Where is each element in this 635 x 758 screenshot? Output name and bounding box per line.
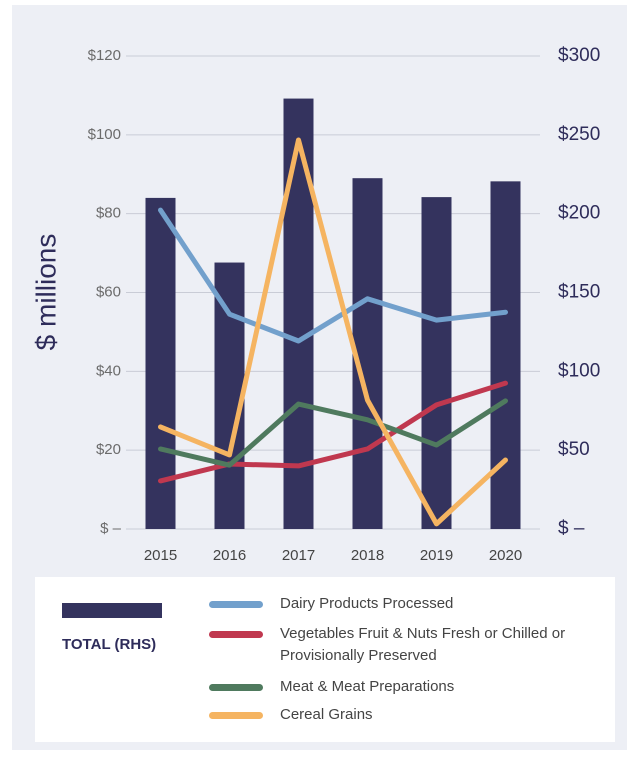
line [158, 207, 508, 344]
y2-tick-label: $200 [558, 203, 600, 224]
bar [214, 262, 245, 529]
x-tick-label: 2020 [489, 547, 522, 564]
legend-label: Cereal Grains [280, 706, 373, 723]
legend-swatch [62, 603, 162, 618]
y-tick-label: $ – [100, 520, 122, 537]
legend-label: Meat & Meat Preparations [280, 678, 455, 695]
y2-tick-label: $100 [558, 360, 600, 381]
x-tick-label: 2016 [213, 547, 246, 564]
x-tick-label: 2017 [282, 547, 315, 564]
y-tick-label: $60 [96, 283, 121, 300]
bar [421, 197, 452, 529]
x-tick-label: 2019 [420, 547, 453, 564]
x-tick-label: 2015 [144, 547, 177, 564]
y2-tick-label: $250 [558, 124, 600, 145]
legend: TOTAL (RHS) Dairy Products Processed Veget… [35, 577, 615, 742]
y2-tick-label: $300 [558, 45, 600, 66]
y2-tick-label: $ – [558, 518, 585, 539]
legend-label: Vegetables Fruit & Nuts Fresh or Chilled… [280, 625, 566, 664]
y-tick-label: $120 [88, 47, 121, 64]
y-tick-label: $100 [88, 126, 121, 143]
y-axis-label: $ millions [30, 234, 61, 351]
bar [490, 181, 521, 529]
y-tick-label: $80 [96, 205, 121, 222]
legend-swatch [209, 712, 263, 719]
line [158, 398, 508, 468]
legend-swatch [209, 601, 263, 608]
x-tick-label: 2018 [351, 547, 384, 564]
line [158, 137, 508, 527]
legend-label: Dairy Products Processed [280, 595, 454, 612]
line [158, 380, 508, 484]
bar [145, 197, 176, 529]
y2-tick-label: $150 [558, 282, 600, 303]
y-tick-label: $20 [96, 441, 121, 458]
y2-tick-label: $50 [558, 439, 590, 460]
legend-swatch [209, 684, 263, 691]
y-tick-label: $40 [96, 362, 121, 379]
legend-label: TOTAL (RHS) [62, 636, 157, 653]
legend-swatch [209, 631, 263, 638]
